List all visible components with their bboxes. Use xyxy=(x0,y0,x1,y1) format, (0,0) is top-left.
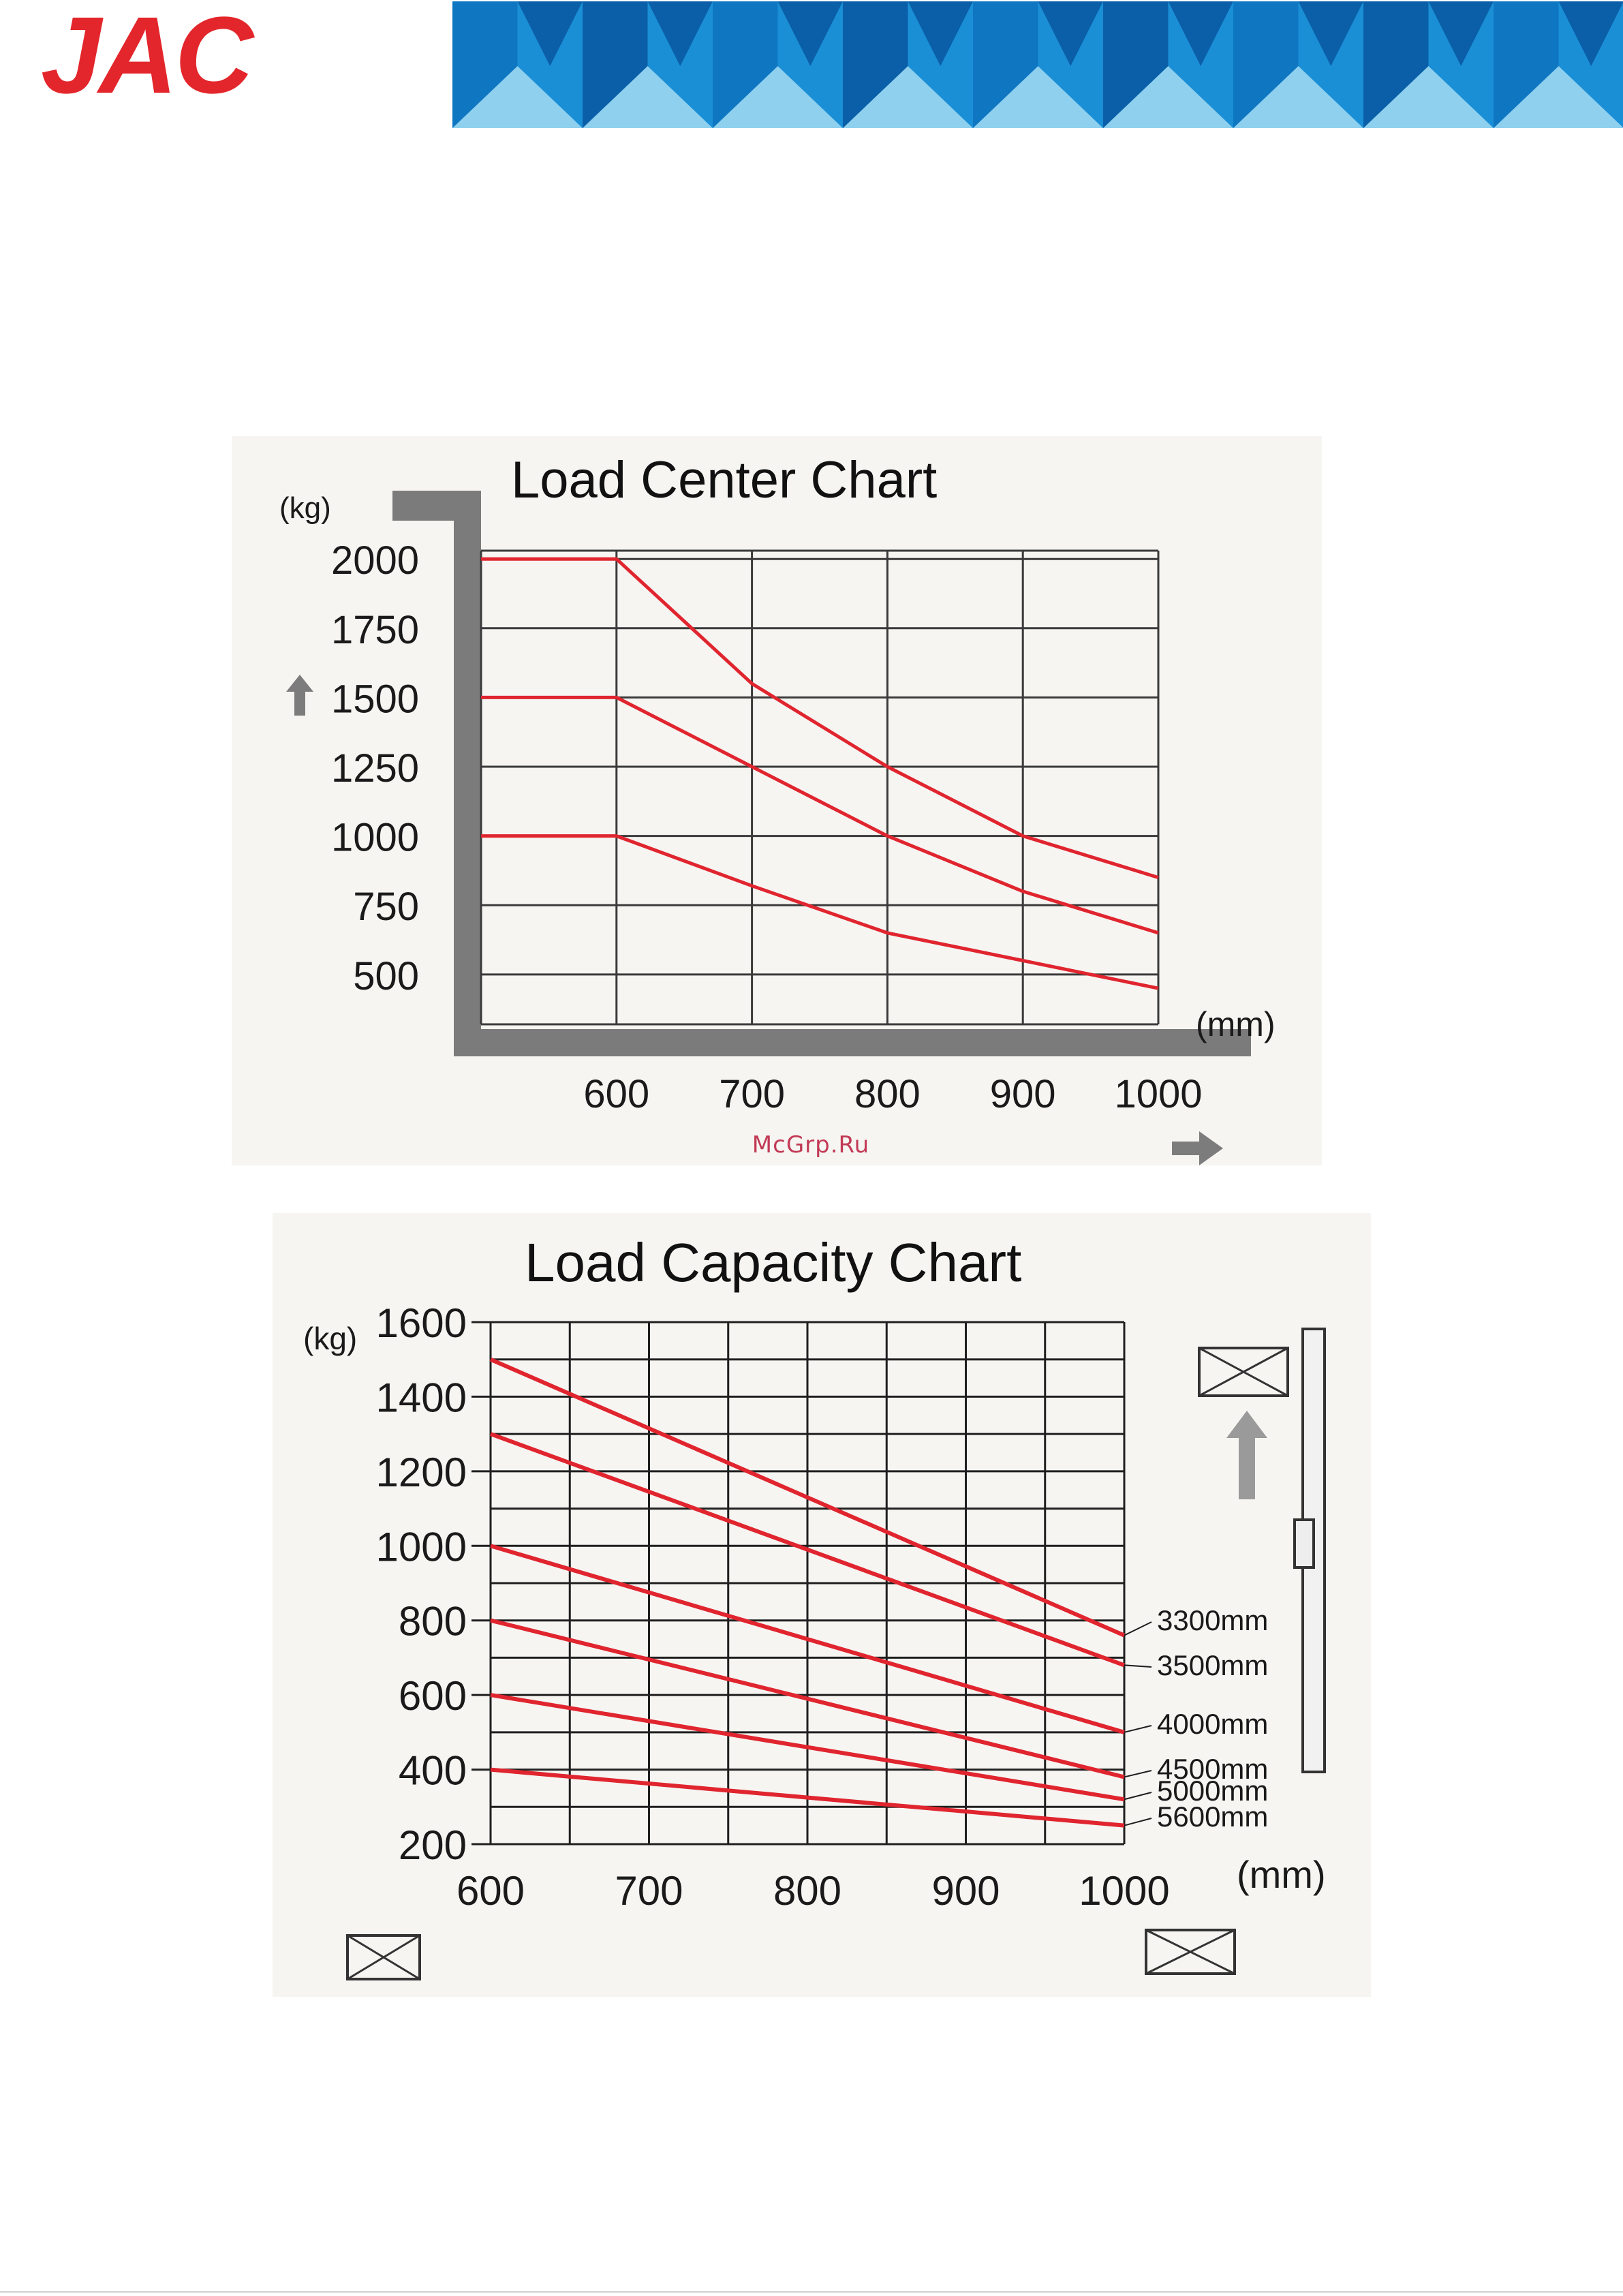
capacity-line-4500mm xyxy=(490,1618,1125,1779)
x-axis-unit: (mm) xyxy=(1196,1005,1276,1043)
banner-chevron xyxy=(1168,1,1233,66)
banner-chevron xyxy=(1298,1,1363,66)
load-curve-3 xyxy=(481,834,1159,990)
series-label: 5600mm xyxy=(1157,1801,1268,1833)
y-tick-label: 1500 xyxy=(331,677,419,721)
banner-triangle xyxy=(1103,66,1233,128)
series-label: 4500mm xyxy=(1157,1753,1268,1785)
x-tick-label: 600 xyxy=(457,1868,525,1914)
banner-chevron xyxy=(1558,1,1623,66)
y-tick-label: 2000 xyxy=(331,538,419,583)
watermark-text: McGrp.Ru xyxy=(752,1131,870,1159)
chart-title: Load Center Chart xyxy=(511,451,937,509)
series-label: 5000mm xyxy=(1157,1775,1268,1807)
x-tick-label: 700 xyxy=(719,1072,785,1116)
x-tick-label: 800 xyxy=(773,1868,841,1914)
pallet-left-icon xyxy=(346,1934,421,1980)
series-label: 3300mm xyxy=(1157,1604,1268,1636)
y-tick-label: 600 xyxy=(399,1673,467,1719)
load-box-icon xyxy=(1198,1347,1289,1397)
series-label-leader xyxy=(1124,1770,1152,1778)
up-arrow-icon xyxy=(1226,1411,1267,1499)
capacity-line-5600mm xyxy=(490,1767,1125,1828)
banner-chevron xyxy=(908,1,973,66)
frame-horizontal xyxy=(454,1029,1251,1056)
y-tick-label: 750 xyxy=(353,885,419,929)
pallet-right-cross xyxy=(1145,1929,1235,1975)
carriage-icon xyxy=(1293,1518,1315,1569)
right-arrow-icon xyxy=(1172,1131,1223,1165)
series-label-leader xyxy=(1124,1818,1152,1826)
pallet-left-cross xyxy=(347,1934,420,1980)
series-label-leader xyxy=(1124,1725,1152,1733)
y-tick-label: 1750 xyxy=(331,608,419,652)
y-tick-label: 1000 xyxy=(376,1524,467,1570)
x-tick-label: 800 xyxy=(854,1072,921,1116)
load-box-cross xyxy=(1199,1347,1288,1397)
y-tick-label: 1400 xyxy=(376,1375,467,1420)
banner-chevron xyxy=(517,1,583,66)
footer-divider xyxy=(0,2291,1623,2293)
banner-chevron xyxy=(1428,1,1494,66)
y-axis-unit: (kg) xyxy=(303,1321,357,1356)
x-tick-label: 900 xyxy=(990,1072,1056,1116)
banner-chevron xyxy=(777,1,843,66)
series-label-leader xyxy=(1124,1792,1152,1801)
banner-triangle xyxy=(452,66,583,128)
header-banner xyxy=(452,1,1623,128)
x-tick-label: 900 xyxy=(931,1868,1000,1914)
x-tick-label: 700 xyxy=(615,1868,683,1914)
y-tick-label: 1250 xyxy=(331,746,419,791)
banner-triangle xyxy=(1233,66,1363,128)
banner-triangle xyxy=(583,66,713,128)
y-tick-label: 1600 xyxy=(376,1300,467,1346)
frame-vertical xyxy=(454,491,481,1056)
load-capacity-chart: Load Capacity Chart 1600 1400 1200 1000 800 60… xyxy=(273,1213,1371,1997)
y-tick-label: 1200 xyxy=(376,1450,467,1495)
x-tick-label: 1000 xyxy=(1114,1072,1202,1116)
x-axis-unit: (mm) xyxy=(1237,1853,1326,1896)
up-arrow-icon xyxy=(286,675,313,716)
capacity-line-3300mm xyxy=(489,1357,1126,1638)
series-label: 4000mm xyxy=(1157,1708,1268,1740)
y-tick-label: 400 xyxy=(399,1748,467,1794)
series-label: 3500mm xyxy=(1157,1649,1268,1681)
banner-triangle xyxy=(1363,66,1494,128)
banner-triangle xyxy=(713,66,843,128)
capacity-line-4000mm xyxy=(490,1544,1125,1734)
banner-chevron xyxy=(647,1,713,66)
load-center-chart-svg: Load Center Chart 2000 1750 1500 1250 1000 750… xyxy=(279,451,1276,1165)
y-tick-label: 800 xyxy=(399,1599,467,1644)
capacity-line-5000mm xyxy=(490,1693,1125,1802)
banner-chevron xyxy=(1038,1,1103,66)
jac-logo: JAC xyxy=(41,0,253,116)
series-label-leader xyxy=(1124,1664,1152,1668)
y-tick-label: 1000 xyxy=(331,816,419,860)
series-label-leader xyxy=(1124,1621,1152,1636)
x-tick-label: 600 xyxy=(583,1072,649,1116)
capacity-line-3500mm xyxy=(489,1432,1126,1668)
pallet-right-icon xyxy=(1145,1929,1236,1975)
load-center-chart: Load Center Chart 2000 1750 1500 1250 1000 750… xyxy=(232,436,1322,1165)
banner-triangle xyxy=(973,66,1103,128)
y-axis-unit: (kg) xyxy=(279,491,331,525)
y-tick-label: 200 xyxy=(399,1822,467,1868)
load-capacity-chart-svg: Load Capacity Chart 1600 1400 1200 1000 800 60… xyxy=(303,1232,1326,1980)
chart-title: Load Capacity Chart xyxy=(525,1232,1021,1293)
banner-triangle xyxy=(843,66,973,128)
banner-triangle xyxy=(1494,66,1623,128)
x-tick-label: 1000 xyxy=(1079,1868,1169,1914)
load-curve-1 xyxy=(481,557,1159,879)
load-curve-2 xyxy=(481,695,1159,935)
y-tick-label: 500 xyxy=(353,954,419,998)
